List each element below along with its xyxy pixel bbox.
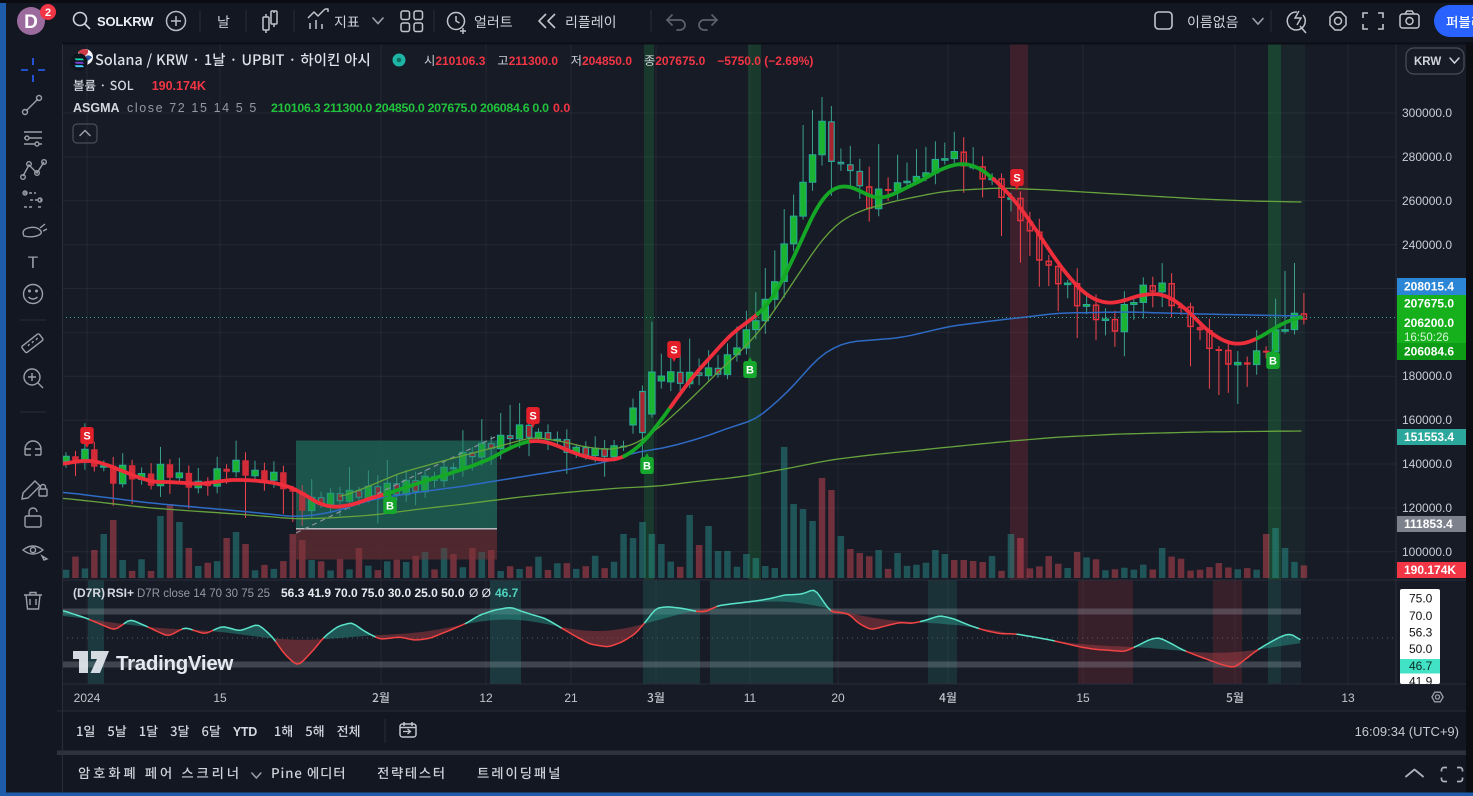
svg-text:13: 13 xyxy=(1341,691,1355,705)
svg-text:RSI+: RSI+ xyxy=(107,586,134,600)
svg-text:206084.6: 206084.6 xyxy=(1404,345,1454,359)
svg-text:11: 11 xyxy=(744,691,757,705)
svg-text:211300.0: 211300.0 xyxy=(509,54,559,68)
svg-text:100000.0: 100000.0 xyxy=(1402,545,1452,559)
svg-text:0.0: 0.0 xyxy=(553,101,570,115)
svg-text:46.7: 46.7 xyxy=(1409,659,1433,673)
svg-text:TradingView: TradingView xyxy=(116,652,233,675)
svg-text:204850.0: 204850.0 xyxy=(582,54,632,68)
svg-text:S: S xyxy=(529,411,536,423)
svg-text:16:09:34 (UTC+9): 16:09:34 (UTC+9) xyxy=(1355,724,1459,739)
svg-text:280000.0: 280000.0 xyxy=(1402,150,1452,164)
svg-text:21: 21 xyxy=(564,691,578,705)
svg-text:D7R close 14 70 30 75 25: D7R close 14 70 30 75 25 xyxy=(137,588,270,600)
svg-text:Ø Ø: Ø Ø xyxy=(469,586,491,600)
svg-text:56.3 41.9 70.0 75.0 30.0 25.0: 56.3 41.9 70.0 75.0 30.0 25.0 50.0 xyxy=(281,586,465,600)
svg-text:close 72 15 14 5 5: close 72 15 14 5 5 xyxy=(127,101,258,115)
svg-text:207675.0: 207675.0 xyxy=(1404,297,1454,311)
svg-text:240000.0: 240000.0 xyxy=(1402,238,1452,252)
svg-text:260000.0: 260000.0 xyxy=(1402,194,1452,208)
svg-text:20: 20 xyxy=(831,691,845,705)
svg-text:160000.0: 160000.0 xyxy=(1402,413,1452,427)
svg-text:D: D xyxy=(24,12,38,33)
svg-text:12: 12 xyxy=(479,691,493,705)
svg-text:75.0: 75.0 xyxy=(1409,592,1433,606)
svg-text:KRW: KRW xyxy=(1414,56,1441,68)
svg-text:S: S xyxy=(670,345,677,357)
svg-text:41.9: 41.9 xyxy=(1409,675,1433,689)
svg-text:46.7: 46.7 xyxy=(495,586,519,600)
svg-text:190.174K: 190.174K xyxy=(152,79,206,93)
svg-text:YTD: YTD xyxy=(233,725,257,739)
svg-text:206200.0: 206200.0 xyxy=(1404,316,1454,330)
svg-text:2: 2 xyxy=(45,7,51,19)
svg-text:S: S xyxy=(1013,173,1020,185)
svg-text:(D7R): (D7R) xyxy=(73,586,105,600)
svg-text:190.174K: 190.174K xyxy=(1404,563,1456,577)
svg-text:B: B xyxy=(643,461,651,473)
svg-text:120000.0: 120000.0 xyxy=(1402,501,1452,515)
svg-text:208015.4: 208015.4 xyxy=(1404,280,1454,294)
svg-text:2024: 2024 xyxy=(74,691,101,705)
svg-text:210106.3: 210106.3 xyxy=(435,54,485,68)
svg-text:210106.3 211300.0 204850.0 207: 210106.3 211300.0 204850.0 207675.0 2060… xyxy=(271,101,549,115)
svg-text:111853.4: 111853.4 xyxy=(1404,517,1453,531)
svg-text:B: B xyxy=(746,365,754,377)
svg-text:300000.0: 300000.0 xyxy=(1402,106,1452,120)
svg-text:15: 15 xyxy=(1076,691,1090,705)
svg-text:56.3: 56.3 xyxy=(1409,626,1433,640)
svg-text:140000.0: 140000.0 xyxy=(1402,457,1452,471)
svg-text:B: B xyxy=(386,501,394,513)
svg-text:50.0: 50.0 xyxy=(1409,642,1433,656)
svg-text:ASGMA: ASGMA xyxy=(73,101,120,115)
svg-text:180000.0: 180000.0 xyxy=(1402,369,1452,383)
svg-text:70.0: 70.0 xyxy=(1409,609,1433,623)
svg-text:15: 15 xyxy=(213,691,227,705)
svg-text:−5750.0 (−2.69%): −5750.0 (−2.69%) xyxy=(717,54,813,68)
svg-text:S: S xyxy=(83,431,90,443)
svg-text:T: T xyxy=(28,253,38,272)
svg-text:SOLKRW: SOLKRW xyxy=(97,14,154,29)
svg-text:151553.4: 151553.4 xyxy=(1404,430,1454,444)
svg-text:207675.0: 207675.0 xyxy=(655,54,705,68)
svg-text:B: B xyxy=(1269,356,1277,368)
svg-text:16:50:26: 16:50:26 xyxy=(1404,332,1449,344)
